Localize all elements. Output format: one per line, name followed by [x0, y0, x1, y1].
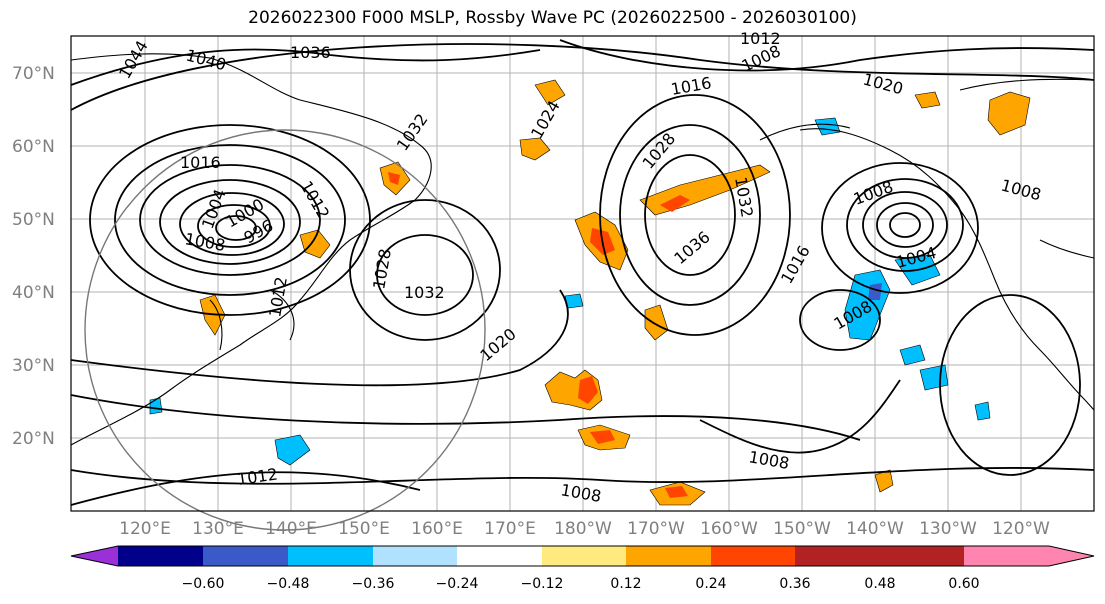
- lon-label: 140°E: [265, 519, 317, 539]
- isobar-label: 1032: [404, 283, 445, 302]
- colorbar-swatch: [203, 546, 288, 566]
- colorbar-tick: 0.24: [695, 576, 726, 592]
- colorbar-swatch: [457, 546, 542, 566]
- lon-label: 120°E: [119, 519, 171, 539]
- longitude-labels: 120°E 130°E 140°E 150°E 160°E 170°E 180°…: [119, 519, 1050, 539]
- colorbar-tick: 0.12: [610, 576, 641, 592]
- lat-label: 60°N: [12, 137, 55, 157]
- lon-label: 140°W: [846, 519, 904, 539]
- lat-label: 30°N: [12, 356, 55, 376]
- lon-label: 170°W: [627, 519, 685, 539]
- lon-label: 170°E: [484, 519, 536, 539]
- colorbar-tick: −0.12: [521, 576, 564, 592]
- lat-label: 20°N: [12, 429, 55, 449]
- colorbar-swatch: [118, 546, 203, 566]
- colorbar-swatch: [288, 546, 373, 566]
- isobar-label: 1012: [740, 29, 781, 48]
- colorbar-swatch: [626, 546, 711, 566]
- lat-label: 50°N: [12, 210, 55, 230]
- lon-label: 130°W: [919, 519, 977, 539]
- lon-label: 130°E: [192, 519, 244, 539]
- colorbar-under-swatch: [71, 546, 118, 566]
- anomaly-shading: [149, 79, 1031, 506]
- colorbar-tick: 0.60: [948, 576, 979, 592]
- colorbar-tick: −0.48: [267, 576, 310, 592]
- lon-label: 160°E: [411, 519, 463, 539]
- colorbar-outline: [70, 545, 1095, 567]
- colorbar-swatch: [880, 546, 964, 566]
- isobars: [70, 39, 1095, 506]
- colorbar-over-swatch: [1049, 546, 1094, 566]
- lon-label: 120°W: [992, 519, 1050, 539]
- lon-label: 160°W: [700, 519, 758, 539]
- colorbar-tick: −0.60: [182, 576, 225, 592]
- colorbar-swatch: [542, 546, 626, 566]
- coastlines: [70, 53, 1095, 446]
- map-title: 2026022300 F000 MSLP, Rossby Wave PC (20…: [248, 8, 857, 28]
- colorbar: −0.60 −0.48 −0.36 −0.24 −0.12 0.12 0.24 …: [70, 545, 1095, 592]
- map-panel: 1044 1040 1036 1012 1008 1016 1020 1024 …: [70, 29, 1095, 531]
- map-frame: [70, 35, 1095, 512]
- colorbar-swatch: [373, 546, 457, 566]
- lon-label: 150°W: [773, 519, 831, 539]
- colorbar-tick: −0.24: [436, 576, 479, 592]
- colorbar-swatch: [711, 546, 795, 566]
- colorbar-swatch: [795, 546, 880, 566]
- colorbar-tick: 0.36: [779, 576, 810, 592]
- lat-label: 70°N: [12, 64, 55, 84]
- lat-label: 40°N: [12, 283, 55, 303]
- lon-label: 180°W: [554, 519, 612, 539]
- latitude-labels: 70°N 60°N 50°N 40°N 30°N 20°N: [12, 64, 55, 449]
- lon-label: 150°E: [338, 519, 390, 539]
- reference-circle: [84, 129, 486, 531]
- isobar-label: 1036: [290, 43, 331, 62]
- colorbar-tick: −0.36: [352, 576, 395, 592]
- colorbar-tick: 0.48: [864, 576, 895, 592]
- isobar-label: 1016: [180, 153, 221, 172]
- colorbar-swatch: [964, 546, 1049, 566]
